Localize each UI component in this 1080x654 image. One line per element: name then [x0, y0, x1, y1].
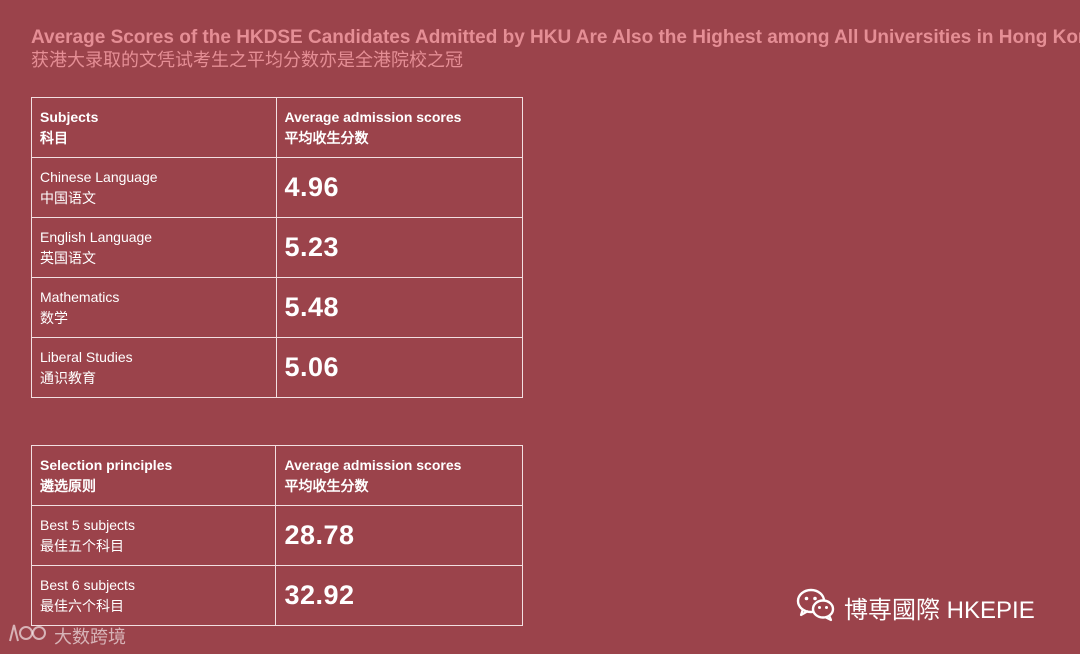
table-row: Best 5 subjects 最佳五个科目 28.78: [30, 505, 523, 566]
subject-label-en: English Language: [40, 228, 153, 245]
wechat-icon: [796, 588, 836, 627]
subject-label-en: Mathematics: [40, 288, 120, 305]
subject-label-zh: 中国语文: [40, 189, 96, 206]
page-title: Average Scores of the HKDSE Candidates A…: [31, 27, 1080, 48]
subject-label-en: Liberal Studies: [40, 348, 133, 365]
table-header-row: Selection principles 遴选原则 Average admiss…: [30, 445, 523, 506]
header-label-en: Selection principles: [40, 456, 173, 473]
header-cell: Subjects 科目: [31, 97, 277, 158]
principle-label-zh: 最佳五个科目: [40, 537, 124, 554]
table-row: Best 6 subjects 最佳六个科目 32.92: [30, 565, 523, 626]
header-cell: Average admission scores 平均收生分数: [275, 97, 524, 158]
header-label-zh: 遴选原则: [40, 477, 96, 494]
subject-label-zh: 数学: [40, 309, 68, 326]
score-value: 5.06: [284, 352, 340, 382]
dashuju-logo-icon: [8, 621, 48, 650]
header-cell: Selection principles 遴选原则: [30, 445, 277, 506]
header-cell: Average admission scores 平均收生分数: [275, 445, 523, 506]
table-row: English Language 英国语文 5.23: [31, 217, 524, 278]
header-label-zh: 平均收生分数: [284, 477, 369, 494]
principle-label-en: Best 5 subjects: [40, 516, 135, 533]
header-label-en: Average admission scores: [284, 456, 462, 473]
principle-cell: Best 6 subjects 最佳六个科目: [30, 565, 277, 626]
watermark: 大数跨境: [8, 621, 126, 650]
header-label-zh: 平均收生分数: [284, 129, 369, 146]
subject-label-en: Chinese Language: [40, 168, 158, 185]
subject-cell: English Language 英国语文: [31, 217, 277, 278]
subject-cell: Chinese Language 中国语文: [31, 157, 277, 218]
header-label-zh: 科目: [40, 129, 68, 146]
principle-cell: Best 5 subjects 最佳五个科目: [30, 505, 277, 566]
table-header-row: Subjects 科目 Average admission scores 平均收…: [31, 97, 524, 158]
subject-cell: Mathematics 数学: [31, 277, 277, 338]
page-subtitle: 获港大录取的文凭试考生之平均分数亦是全港院校之冠: [31, 50, 463, 70]
score-value: 28.78: [284, 520, 355, 550]
score-value: 5.23: [284, 232, 340, 262]
table-row: Chinese Language 中国语文 4.96: [31, 157, 524, 218]
principle-label-zh: 最佳六个科目: [40, 597, 124, 614]
subject-cell: Liberal Studies 通识教育: [31, 337, 277, 398]
subject-label-zh: 英国语文: [40, 249, 96, 266]
score-cell: 4.96: [275, 157, 524, 218]
score-value: 5.48: [284, 292, 340, 322]
score-value: 4.96: [284, 172, 340, 202]
header-label-en: Average admission scores: [284, 108, 462, 125]
score-cell: 28.78: [275, 505, 523, 566]
score-cell: 5.48: [275, 277, 524, 338]
subject-scores-table: Subjects 科目 Average admission scores 平均收…: [31, 97, 524, 398]
brand-name: 博専國際 HKEPIE: [844, 597, 1035, 624]
brand-footer: 博専國際 HKEPIE: [796, 588, 1035, 627]
score-value: 32.92: [284, 580, 355, 610]
table-row: Mathematics 数学 5.48: [31, 277, 524, 338]
subject-label-zh: 通识教育: [40, 369, 96, 386]
watermark-text: 大数跨境: [54, 626, 126, 647]
selection-scores-table: Selection principles 遴选原则 Average admiss…: [30, 445, 523, 626]
score-cell: 5.23: [275, 217, 524, 278]
principle-label-en: Best 6 subjects: [40, 576, 135, 593]
header-label-en: Subjects: [40, 108, 99, 125]
table-row: Liberal Studies 通识教育 5.06: [31, 337, 524, 398]
score-cell: 32.92: [275, 565, 523, 626]
score-cell: 5.06: [275, 337, 524, 398]
